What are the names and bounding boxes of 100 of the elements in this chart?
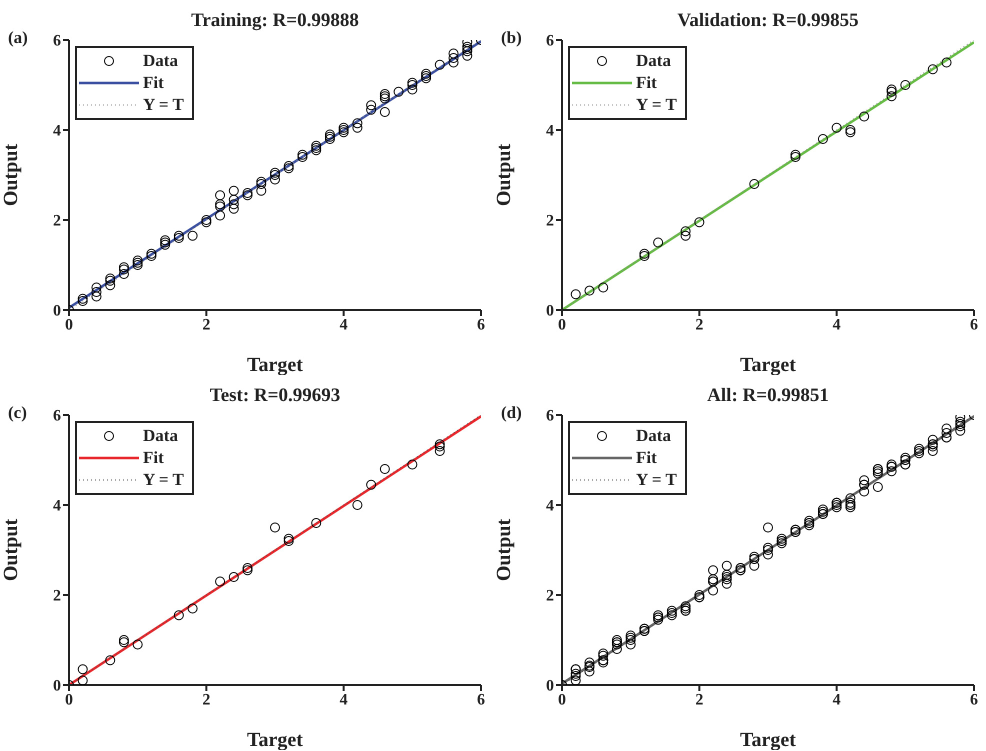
point (570, 289, 581, 300)
point (749, 179, 760, 189)
point (942, 58, 952, 68)
point (228, 572, 239, 582)
text: (c) (8, 403, 27, 423)
point (790, 150, 800, 160)
text: (d) (501, 403, 522, 423)
x-tick-label: 0 (558, 691, 566, 708)
point (242, 563, 253, 573)
point (434, 442, 445, 452)
x-tick-label: 6 (477, 316, 485, 334)
legend-label: Y = T (636, 470, 677, 490)
point (188, 604, 198, 614)
point (434, 446, 445, 456)
x-tick-label: 4 (340, 691, 348, 708)
y-tick-label: 4 (546, 498, 554, 515)
y-tick-label: 2 (546, 588, 554, 605)
point (78, 664, 88, 674)
y-axis-title: Output (0, 144, 22, 206)
legend-label: Data (143, 51, 178, 71)
y-tick-label: 4 (53, 122, 61, 140)
y-tick-label: 6 (546, 32, 554, 50)
legend-label: Y = T (143, 470, 184, 490)
point (886, 91, 897, 102)
legend-label: Fit (636, 448, 657, 468)
point (105, 655, 116, 666)
y-tick-label: 2 (53, 588, 61, 605)
point (352, 500, 362, 510)
x-tick-label: 4 (832, 316, 841, 334)
legend-label: Fit (636, 73, 657, 93)
y-tick-label: 4 (53, 498, 61, 515)
point (380, 464, 390, 474)
x-tick-label: 2 (695, 316, 704, 334)
point (366, 480, 376, 490)
legend-label: Y = T (143, 95, 184, 115)
y-tick-label: 0 (53, 678, 61, 695)
y-tick-label: 6 (53, 32, 61, 50)
point (886, 86, 897, 97)
point (845, 127, 856, 138)
legend-label: Fit (143, 73, 164, 93)
point (886, 84, 897, 94)
chart-title: Test: R=0.99693 (208, 385, 342, 407)
point (680, 226, 691, 236)
chart-title: All: R=0.99851 (706, 385, 830, 407)
point (118, 635, 129, 645)
point (639, 251, 650, 261)
point (680, 230, 691, 241)
y-axis-title: Output (493, 518, 516, 582)
x-tick-label: 0 (65, 691, 73, 708)
text: (b) (501, 28, 522, 48)
y-tick-label: 4 (546, 122, 554, 140)
legend-label: Data (143, 426, 178, 446)
y-axis-title: Output (493, 144, 516, 206)
point (900, 80, 910, 90)
legend-label: Data (636, 51, 671, 71)
y-tick-label: 2 (546, 212, 554, 230)
x-tick-label: 2 (202, 691, 210, 708)
chart-title: Validation: R=0.99855 (676, 10, 860, 32)
x-tick-label: 2 (202, 316, 210, 334)
legend-label: Fit (143, 448, 164, 468)
y-tick-label: 0 (546, 302, 554, 320)
x-tick-label: 0 (65, 316, 73, 334)
point (584, 286, 594, 296)
chart-title: Training: R=0.99888 (190, 10, 360, 32)
point (859, 112, 870, 122)
point (598, 282, 608, 292)
point (284, 536, 294, 546)
point (832, 122, 842, 133)
point (270, 522, 280, 532)
point (78, 676, 88, 685)
x-tick-label: 0 (558, 316, 566, 334)
y-tick-label: 2 (53, 212, 61, 230)
y-tick-label: 6 (546, 408, 554, 425)
point (284, 534, 294, 544)
y-tick-label: 0 (546, 678, 554, 695)
x-tick-label: 2 (695, 691, 704, 708)
point (132, 640, 143, 650)
point (242, 565, 253, 576)
point (653, 238, 664, 248)
point (928, 64, 938, 74)
x-tick-label: 4 (340, 316, 348, 334)
point (845, 125, 856, 135)
x-tick-label: 6 (970, 316, 978, 334)
y-tick-label: 6 (53, 408, 61, 425)
point (694, 217, 704, 228)
point (639, 248, 650, 259)
y-tick-label: 0 (53, 302, 61, 320)
point (215, 576, 226, 586)
text: (a) (8, 28, 28, 48)
point (174, 610, 184, 620)
point (434, 439, 445, 450)
y-axis-title: Output (0, 518, 22, 582)
x-tick-label: 6 (477, 691, 485, 708)
legend-label: Data (636, 426, 671, 446)
point (818, 134, 828, 144)
x-tick-label: 6 (970, 691, 978, 708)
legend-label: Y = T (636, 95, 677, 115)
x-tick-label: 4 (832, 691, 841, 708)
point (790, 152, 800, 162)
point (407, 460, 418, 470)
